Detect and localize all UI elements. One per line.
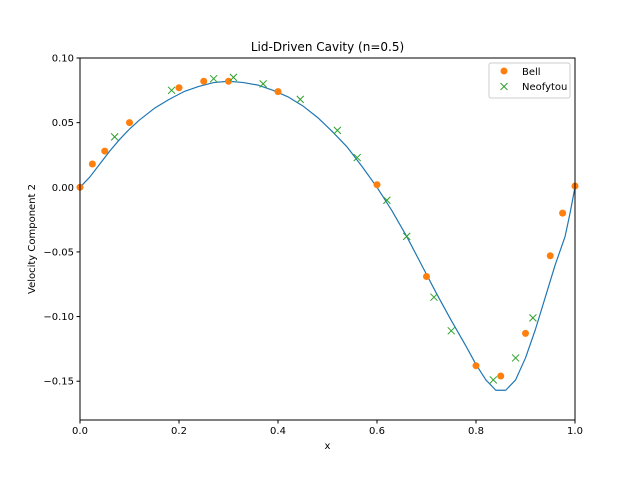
neofytou-point bbox=[333, 126, 342, 135]
x-tick-label: 0.8 bbox=[468, 426, 484, 437]
y-tick-label: −0.05 bbox=[43, 247, 74, 258]
neofytou-point bbox=[430, 293, 438, 302]
x-tick-label: 1.0 bbox=[567, 426, 583, 437]
bell-point bbox=[472, 362, 480, 370]
bell-point bbox=[423, 272, 430, 280]
neofytou-point bbox=[489, 376, 498, 384]
neofytou-point bbox=[209, 74, 218, 83]
plot-frame bbox=[79, 57, 576, 421]
plot-area bbox=[80, 58, 575, 420]
bell-point bbox=[175, 84, 183, 92]
x-tick-label: 0.2 bbox=[171, 426, 187, 437]
x-tick-label: 0.6 bbox=[369, 426, 385, 437]
fit-curve-line bbox=[79, 80, 576, 391]
neofytou-point bbox=[167, 86, 176, 95]
bell-point bbox=[559, 209, 567, 217]
legend-box bbox=[488, 62, 571, 99]
neofytou-point bbox=[402, 232, 411, 241]
neofytou-point bbox=[259, 80, 268, 88]
x-tick-label: 0.0 bbox=[72, 426, 88, 437]
bell-point bbox=[274, 88, 282, 96]
chart-title: Lid-Driven Cavity (n=0.5) bbox=[251, 40, 404, 54]
bell-point bbox=[126, 119, 133, 127]
legend-marker-bell bbox=[500, 67, 508, 75]
x-axis-label: x bbox=[325, 441, 331, 452]
x-axis-ticks: 0.0 0.2 0.4 0.6 0.8 1.0 bbox=[72, 420, 583, 437]
legend: Bell Neofytou bbox=[488, 62, 571, 99]
legend-label-bell: Bell bbox=[522, 67, 541, 78]
neofytou-point bbox=[229, 73, 238, 82]
bell-point bbox=[101, 147, 109, 155]
y-tick-label: −0.15 bbox=[43, 377, 74, 388]
y-tick-label: −0.10 bbox=[43, 312, 74, 323]
neofytou-point bbox=[447, 326, 456, 335]
y-axis-label: Velocity Component 2 bbox=[27, 184, 38, 294]
bell-point bbox=[546, 252, 554, 260]
neofytou-point bbox=[383, 196, 391, 205]
bell-point bbox=[522, 329, 529, 337]
y-tick-label: 0.10 bbox=[52, 54, 74, 65]
legend-label-neofytou: Neofytou bbox=[522, 82, 567, 93]
x-tick-label: 0.4 bbox=[270, 426, 286, 437]
neofytou-point bbox=[529, 314, 537, 322]
series-layer bbox=[76, 73, 579, 391]
neofytou-point bbox=[296, 95, 305, 104]
bell-point bbox=[200, 77, 208, 85]
neofytou-point bbox=[353, 153, 362, 162]
bell-point bbox=[225, 77, 232, 85]
neofytou-point bbox=[110, 133, 119, 141]
legend-marker-neofytou bbox=[500, 82, 508, 91]
bell-point bbox=[88, 160, 96, 168]
y-tick-label: 0.05 bbox=[52, 118, 74, 129]
y-tick-label: 0.00 bbox=[52, 183, 74, 194]
bell-point bbox=[497, 372, 505, 380]
bell-point bbox=[373, 181, 381, 189]
neofytou-point bbox=[511, 354, 520, 362]
